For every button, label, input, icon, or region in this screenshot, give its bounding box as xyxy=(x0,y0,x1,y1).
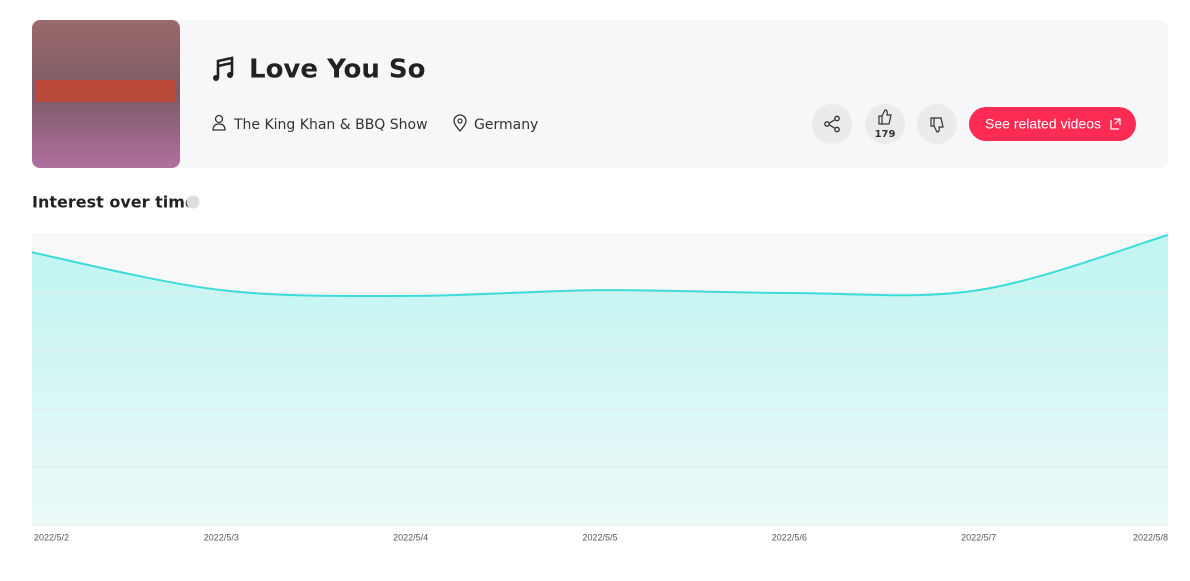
share-button[interactable] xyxy=(812,104,852,144)
share-icon xyxy=(834,115,840,122)
location-icon xyxy=(457,118,463,124)
share-icon xyxy=(834,126,840,133)
x-tick-label: 2022/5/6 xyxy=(772,532,807,542)
artist-icon xyxy=(212,123,226,131)
x-tick-label: 2022/5/5 xyxy=(582,532,617,542)
song-card xyxy=(32,20,1168,168)
share-icon xyxy=(824,121,830,127)
location-icon xyxy=(453,114,467,132)
artist-name[interactable]: The King Khan & BBQ Show xyxy=(233,117,428,133)
related-videos-label: See related videos xyxy=(985,116,1101,132)
external-icon xyxy=(1110,118,1121,130)
x-tick-label: 2022/5/8 xyxy=(1133,532,1168,542)
x-tick-label: 2022/5/7 xyxy=(961,532,996,542)
area-line xyxy=(31,234,1169,298)
section-title: Interest over time xyxy=(32,193,196,212)
help-icon[interactable] xyxy=(186,195,200,209)
thumbnail-band xyxy=(36,80,176,102)
dislike-button[interactable] xyxy=(917,104,957,144)
x-tick-label: 2022/5/2 xyxy=(34,532,69,542)
song-title: Love You So xyxy=(249,55,426,85)
music-icon-dot xyxy=(213,75,219,81)
music-icon xyxy=(216,56,234,78)
like-count: 179 xyxy=(875,129,896,140)
artist-icon xyxy=(214,114,224,124)
location: Germany xyxy=(474,117,538,133)
area-fill xyxy=(32,235,1168,525)
related-videos-button[interactable] xyxy=(969,107,1136,141)
x-tick-label: 2022/5/3 xyxy=(204,532,239,542)
music-icon-dot xyxy=(227,72,233,78)
x-tick-label: 2022/5/4 xyxy=(393,532,428,542)
like-icon xyxy=(878,109,892,125)
dislike-icon xyxy=(930,117,944,133)
